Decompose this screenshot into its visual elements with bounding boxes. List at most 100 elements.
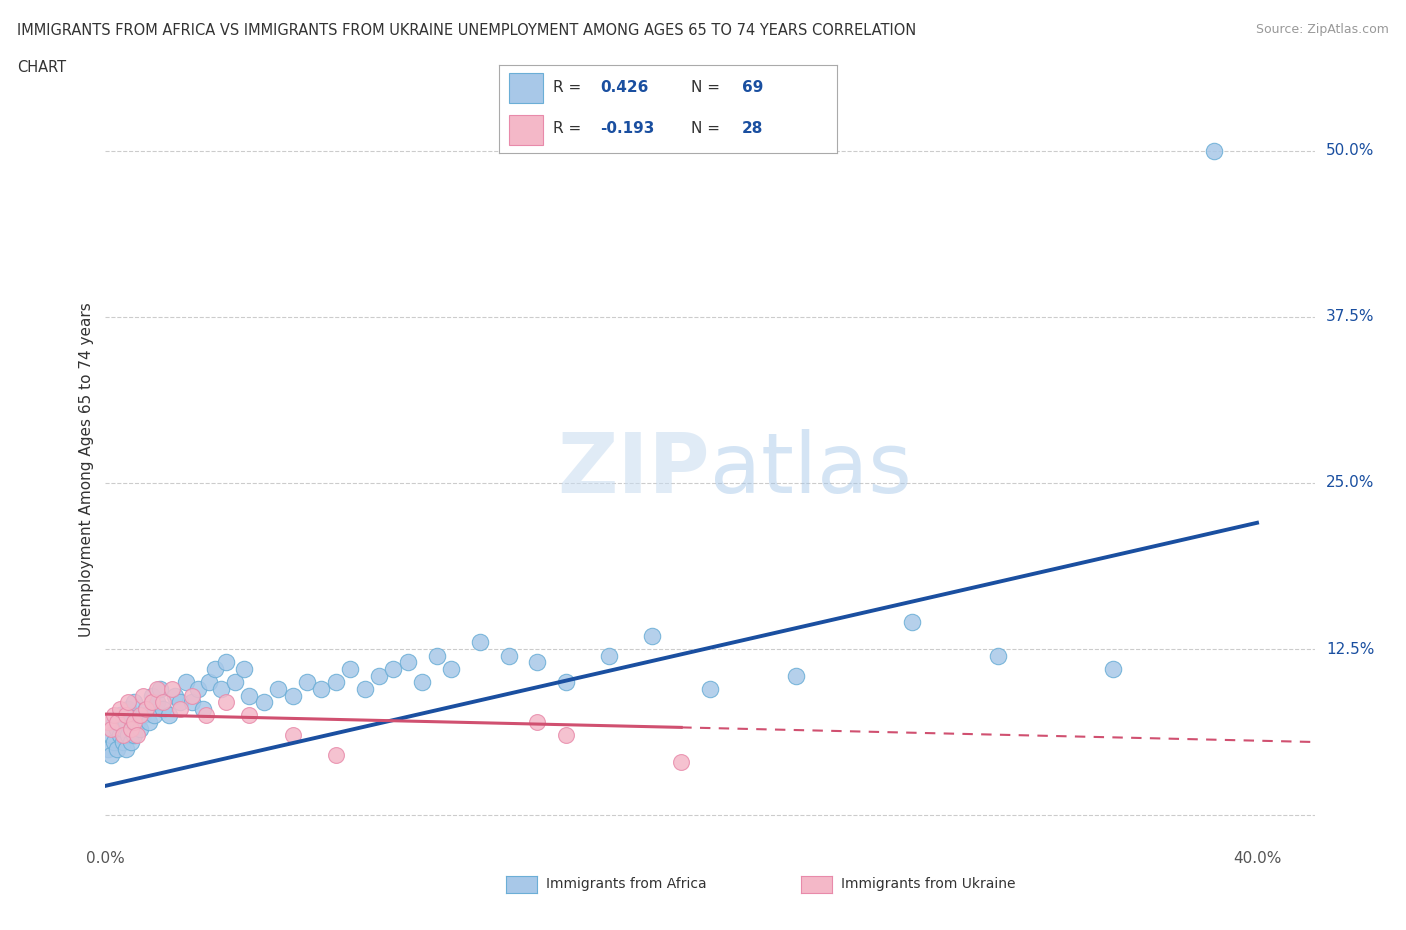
Point [129, 708, 152, 723]
Point [785, 668, 807, 683]
Point [129, 722, 152, 737]
Point [641, 629, 664, 644]
Point [555, 675, 578, 690]
Point [157, 708, 180, 723]
Text: N =: N = [692, 121, 725, 136]
Point [122, 728, 145, 743]
Point [152, 701, 174, 716]
Point [267, 682, 290, 697]
Point [135, 701, 157, 716]
Point [105, 714, 128, 729]
Point [325, 675, 347, 690]
Point [146, 695, 169, 710]
Point [325, 748, 347, 763]
Bar [509, 114, 543, 145]
Point [281, 728, 304, 743]
Point [135, 701, 157, 716]
Point [117, 695, 139, 710]
Point [103, 708, 125, 723]
Point [169, 701, 191, 716]
Point [160, 682, 183, 697]
Point [195, 708, 218, 723]
Text: ZIP: ZIP [558, 429, 710, 511]
Point [238, 688, 260, 703]
Point [149, 682, 172, 697]
Point [117, 701, 139, 716]
Point [122, 714, 145, 729]
Y-axis label: Unemployment Among Ages 65 to 74 years: Unemployment Among Ages 65 to 74 years [79, 302, 94, 637]
Point [122, 695, 145, 710]
Point [671, 754, 693, 769]
Point [396, 655, 419, 670]
Text: atlas: atlas [710, 429, 911, 511]
Point [105, 741, 128, 756]
Text: 25.0%: 25.0% [1326, 475, 1375, 490]
Point [169, 695, 191, 710]
Point [114, 708, 136, 723]
Point [180, 695, 202, 710]
Point [281, 688, 304, 703]
Point [215, 655, 238, 670]
Point [97, 714, 120, 729]
Point [440, 661, 463, 676]
Point [163, 688, 186, 703]
Point [97, 741, 120, 756]
Text: IMMIGRANTS FROM AFRICA VS IMMIGRANTS FROM UKRAINE UNEMPLOYMENT AMONG AGES 65 TO : IMMIGRANTS FROM AFRICA VS IMMIGRANTS FRO… [17, 23, 917, 38]
Point [108, 728, 131, 743]
Text: CHART: CHART [17, 60, 66, 75]
Point [103, 714, 125, 729]
Point [204, 661, 226, 676]
Point [152, 695, 174, 710]
Text: R =: R = [553, 80, 586, 95]
Point [100, 748, 122, 763]
Point [224, 675, 246, 690]
Point [339, 661, 361, 676]
Point [120, 722, 142, 737]
Point [174, 675, 197, 690]
Point [193, 701, 215, 716]
Point [526, 655, 548, 670]
Point [253, 695, 276, 710]
Point [100, 728, 122, 743]
Point [295, 675, 318, 690]
Text: 50.0%: 50.0% [1326, 143, 1375, 158]
Point [114, 741, 136, 756]
Point [699, 682, 721, 697]
Point [209, 682, 232, 697]
Point [987, 648, 1010, 663]
Text: -0.193: -0.193 [600, 121, 655, 136]
Point [120, 708, 142, 723]
Point [900, 615, 922, 630]
Text: 69: 69 [742, 80, 763, 95]
Point [1102, 661, 1125, 676]
Point [215, 695, 238, 710]
Point [353, 682, 375, 697]
Text: 37.5%: 37.5% [1326, 310, 1375, 325]
Bar [509, 73, 543, 103]
Text: 28: 28 [742, 121, 763, 136]
Text: Source: ZipAtlas.com: Source: ZipAtlas.com [1256, 23, 1389, 36]
Point [198, 675, 221, 690]
Point [111, 735, 134, 750]
Text: R =: R = [553, 121, 586, 136]
Point [120, 735, 142, 750]
Point [138, 714, 160, 729]
Point [368, 668, 391, 683]
Point [425, 648, 447, 663]
Point [411, 675, 433, 690]
Point [111, 728, 134, 743]
Point [598, 648, 620, 663]
Point [143, 708, 166, 723]
Point [108, 708, 131, 723]
Point [141, 688, 163, 703]
Point [127, 728, 149, 743]
Text: 12.5%: 12.5% [1326, 642, 1375, 657]
Point [105, 722, 128, 737]
Point [146, 682, 169, 697]
Text: N =: N = [692, 80, 725, 95]
Text: Immigrants from Africa: Immigrants from Africa [546, 877, 706, 892]
Point [132, 688, 155, 703]
Point [103, 735, 125, 750]
Point [180, 688, 202, 703]
Point [1202, 143, 1225, 158]
